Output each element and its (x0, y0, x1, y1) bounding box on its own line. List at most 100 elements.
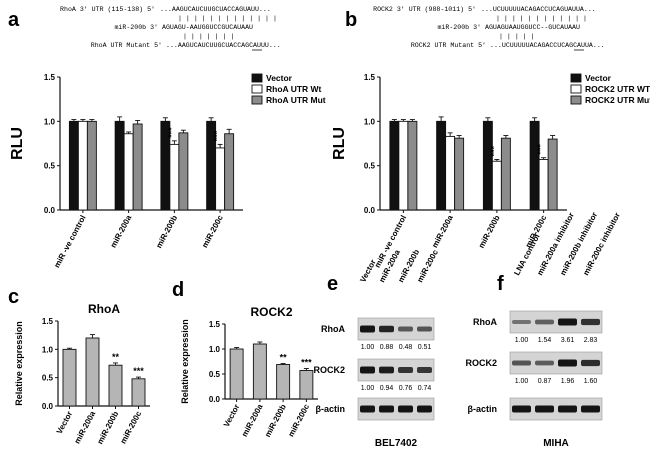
error-bar (80, 119, 86, 122)
bar (132, 123, 143, 211)
significance-label: *** (166, 127, 176, 138)
blot-membrane (357, 397, 435, 421)
mutant-utr-seq: ...UCUUUUUACAGACCUCAGCAUUA... (490, 42, 605, 49)
pair-lines: | | | | | | | (183, 33, 234, 40)
error-bar (71, 119, 77, 122)
protein-label: ROCK2 (313, 365, 345, 375)
x-tick-label: Vector (222, 403, 241, 429)
blot-row: RhoA 1.00 0.88 0.48 0.51 (321, 317, 435, 351)
blot-band (398, 405, 413, 413)
y-tick-label: 1.5 (364, 73, 376, 82)
densitometry-value: 0.76 (399, 385, 413, 392)
blot-row: ROCK2 1.00 0.87 1.96 1.60 (465, 351, 603, 385)
error-bar (503, 135, 509, 139)
x-tick-label: miR-200b (477, 214, 502, 250)
densitometry-value: 1.60 (584, 378, 598, 385)
chart-c: 0.0 0.5 1.0 1.5 Relative expression RhoA Vecto… (14, 302, 150, 446)
x-tick-label: miR-200a (73, 409, 98, 445)
error-bar (280, 363, 286, 365)
x-tick-label: miR-200b (263, 403, 288, 439)
protein-label: RhoA (321, 324, 345, 334)
bar (299, 370, 314, 400)
pair-lines: | | | | | | | | | | | | | (178, 15, 277, 22)
bar (68, 120, 79, 211)
y-axis-label: Relative expression (14, 321, 24, 406)
y-tick-label: 0.0 (209, 395, 221, 404)
blot-band (512, 360, 531, 366)
x-tick-label: miR-200b (95, 410, 120, 446)
blot-band (379, 366, 394, 374)
blot-band (581, 318, 600, 326)
bar (454, 137, 465, 211)
y-axis-label: RLU (9, 127, 26, 160)
y-axis-label: RLU (331, 127, 348, 160)
error-bar (90, 334, 95, 338)
y-tick-label: 0.0 (364, 206, 376, 215)
y-tick-label: 1.0 (209, 345, 221, 354)
blot-band (360, 325, 375, 333)
legend-swatch (570, 73, 582, 83)
blot-band (417, 326, 432, 332)
error-bar (126, 131, 132, 134)
blot-membrane (509, 310, 603, 334)
wt-utr-seq: ...AAGUCAUCUUGCUACCAGUAUU... (160, 6, 271, 13)
legend-label: ROCK2 UTR WT (585, 84, 650, 94)
blot-band (512, 405, 531, 413)
significance-label: ** (280, 353, 288, 363)
panel-label-b: b (345, 9, 357, 31)
densitometry-value: 0.88 (380, 344, 394, 351)
densitometry-value: 3.61 (561, 337, 575, 344)
mutant-utr-name: ROCK2 UTR Mutant 5' (411, 42, 486, 49)
x-tick-label: miR-200c (200, 213, 225, 249)
cell-line-label: MIHA (543, 438, 569, 449)
blot-membrane (357, 358, 435, 382)
bar (436, 120, 447, 211)
y-tick-label: 0.5 (44, 162, 56, 171)
densitometry-value: 1.00 (515, 378, 529, 385)
blot-band (379, 405, 394, 413)
y-tick-label: 1.5 (209, 320, 221, 329)
bar (500, 137, 511, 211)
x-tick-label: miR-200a (430, 213, 455, 249)
error-bar (136, 376, 141, 379)
y-tick-label: 1.0 (44, 117, 56, 126)
lane-label: Vector (358, 258, 377, 284)
blot-band (535, 360, 554, 366)
densitometry-value: 1.54 (538, 337, 552, 344)
blot-membrane (509, 397, 603, 421)
y-tick-label: 0.5 (42, 374, 54, 383)
blot-band (581, 405, 600, 413)
error-bar (447, 132, 453, 137)
error-bar (494, 159, 500, 162)
blot-band (512, 319, 531, 325)
error-bar (438, 116, 444, 122)
bar (529, 120, 540, 211)
legend-label: ROCK2 UTR Mut (585, 95, 650, 105)
error-bar (89, 119, 95, 122)
pair-lines: | | | | | | | | | | | | (496, 15, 587, 22)
legend-label: RhoA UTR Wt (266, 84, 322, 94)
blot-row: ROCK2 1.00 0.94 0.76 0.74 (313, 358, 435, 392)
pair-lines: | | | | | (499, 33, 535, 40)
x-tick-label: miR-200c (119, 409, 144, 445)
legend-swatch (570, 95, 582, 105)
y-tick-label: 1.0 (42, 345, 54, 354)
wt-utr-name: ROCK2 3' UTR (988-1011) 5' (373, 6, 476, 13)
x-tick-label: miR-200c (286, 402, 311, 438)
x-tick-label: Vector (55, 410, 74, 436)
bar (389, 120, 400, 211)
blot-band (398, 366, 413, 374)
blot-membrane (509, 351, 603, 375)
densitometry-value: 0.87 (538, 378, 552, 385)
error-bar (550, 135, 556, 140)
y-tick-label: 1.0 (364, 117, 376, 126)
chart-a: 0.0 0.5 1.0 1.5 RLU miR -ve control miR-200a mi… (9, 73, 326, 269)
y-tick-label: 0.5 (209, 370, 221, 379)
error-bar (409, 119, 415, 122)
bar (276, 364, 291, 400)
panel-label-d: d (172, 279, 184, 301)
